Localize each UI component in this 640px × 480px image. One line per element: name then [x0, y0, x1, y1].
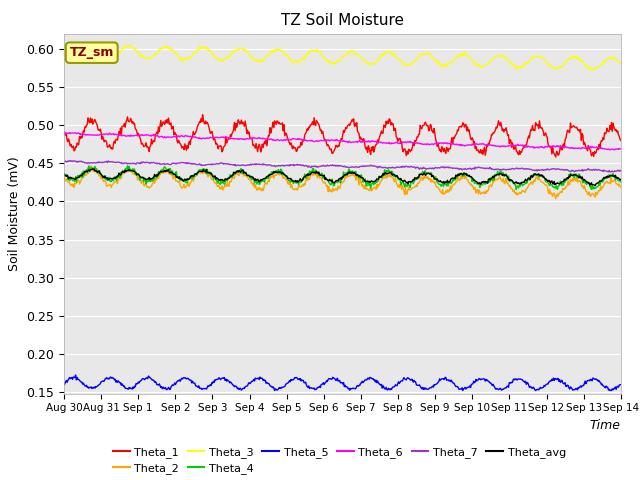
Theta_5	[70, 374, 78, 380]
Theta_2	[128, 167, 136, 173]
Theta_2	[60, 174, 68, 180]
Theta_3	[60, 47, 68, 53]
Theta_5	[60, 382, 68, 387]
Theta_4	[60, 173, 68, 179]
Theta_avg	[617, 177, 625, 182]
Theta_4	[617, 179, 625, 185]
Theta_5	[428, 385, 435, 391]
Theta_7	[605, 169, 612, 175]
Theta_4	[513, 187, 520, 192]
Title: TZ Soil Moisture: TZ Soil Moisture	[281, 13, 404, 28]
Theta_6	[61, 130, 69, 135]
Theta_3	[585, 67, 593, 73]
Theta_6	[428, 141, 435, 147]
Theta_7	[60, 159, 68, 165]
Theta_3	[428, 54, 435, 60]
Theta_1	[199, 112, 207, 118]
Theta_1	[552, 154, 559, 160]
Theta_2	[70, 184, 78, 190]
Theta_6	[71, 130, 79, 136]
Theta_7	[617, 168, 625, 174]
Theta_6	[411, 140, 419, 146]
Theta_4	[411, 178, 419, 183]
Theta_7	[428, 166, 435, 171]
Theta_avg	[411, 175, 419, 180]
Line: Theta_5: Theta_5	[64, 375, 621, 391]
Theta_6	[185, 133, 193, 139]
Theta_avg	[185, 176, 193, 182]
Theta_6	[214, 134, 222, 140]
Line: Theta_4: Theta_4	[64, 166, 621, 190]
Theta_2	[617, 184, 625, 190]
Theta_avg	[90, 166, 98, 172]
Theta_3	[411, 58, 419, 64]
Theta_avg	[70, 176, 78, 181]
Theta_7	[67, 157, 74, 163]
Theta_7	[71, 158, 79, 164]
Theta_4	[185, 176, 193, 182]
Line: Theta_7: Theta_7	[64, 160, 621, 172]
Theta_5	[128, 386, 136, 392]
Theta_2	[214, 183, 222, 189]
Line: Theta_1: Theta_1	[64, 115, 621, 157]
Theta_3	[70, 52, 78, 58]
Line: Theta_2: Theta_2	[64, 166, 621, 199]
Theta_2	[552, 196, 559, 202]
Y-axis label: Soil Moisture (mV): Soil Moisture (mV)	[8, 156, 20, 271]
Line: Theta_3: Theta_3	[64, 45, 621, 70]
Theta_1	[184, 145, 192, 151]
Theta_5	[214, 376, 222, 382]
Theta_7	[185, 160, 193, 166]
Theta_avg	[591, 183, 599, 189]
Theta_5	[72, 372, 79, 378]
Theta_avg	[128, 168, 136, 174]
Theta_5	[185, 376, 193, 382]
Theta_6	[611, 147, 618, 153]
Theta_1	[617, 138, 625, 144]
Theta_7	[214, 161, 222, 167]
Theta_1	[70, 148, 78, 154]
Theta_5	[617, 382, 625, 387]
Theta_2	[87, 163, 95, 169]
Theta_1	[214, 146, 222, 152]
Theta_4	[128, 167, 136, 173]
Theta_4	[124, 163, 131, 169]
Legend: Theta_1, Theta_2, Theta_3, Theta_4, Theta_5, Theta_6, Theta_7, Theta_avg: Theta_1, Theta_2, Theta_3, Theta_4, Thet…	[109, 443, 570, 479]
Theta_1	[428, 122, 435, 128]
Theta_1	[411, 138, 419, 144]
Theta_3	[128, 44, 136, 50]
Theta_3	[185, 54, 193, 60]
X-axis label: Time: Time	[590, 419, 621, 432]
Theta_2	[185, 183, 193, 189]
Theta_2	[428, 179, 435, 185]
Theta_3	[87, 42, 95, 48]
Theta_7	[411, 164, 419, 170]
Theta_4	[214, 178, 222, 183]
Theta_3	[617, 61, 625, 67]
Line: Theta_6: Theta_6	[64, 132, 621, 150]
Theta_1	[127, 118, 135, 123]
Theta_1	[60, 129, 68, 134]
Theta_6	[60, 131, 68, 137]
Text: TZ_sm: TZ_sm	[70, 46, 114, 59]
Theta_3	[214, 57, 222, 63]
Theta_avg	[214, 176, 222, 181]
Theta_5	[411, 379, 419, 384]
Theta_5	[532, 388, 540, 394]
Theta_6	[617, 146, 625, 152]
Theta_4	[70, 177, 78, 183]
Theta_7	[128, 160, 136, 166]
Theta_4	[428, 169, 435, 175]
Line: Theta_avg: Theta_avg	[64, 169, 621, 186]
Theta_avg	[428, 171, 435, 177]
Theta_avg	[60, 171, 68, 177]
Theta_6	[128, 132, 136, 138]
Theta_2	[411, 184, 419, 190]
